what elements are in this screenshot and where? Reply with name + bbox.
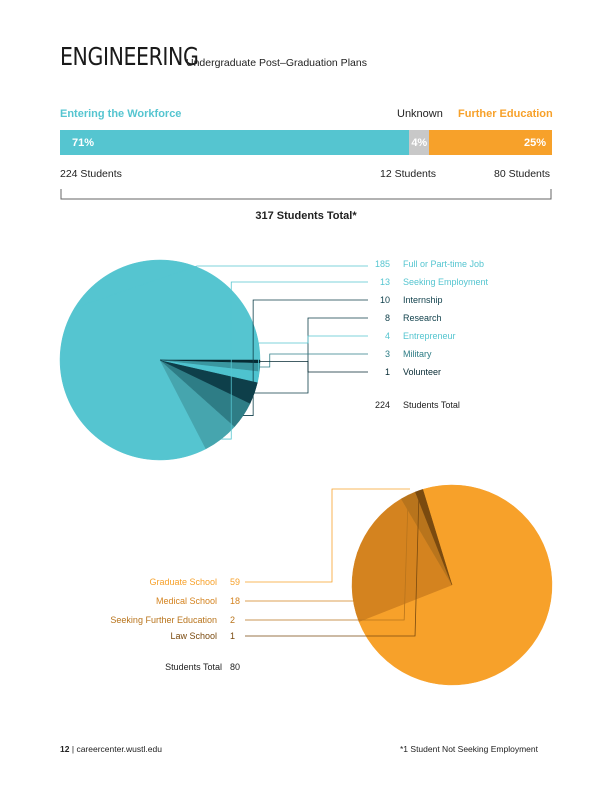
leader-line bbox=[258, 335, 368, 377]
leader-line bbox=[245, 490, 420, 637]
legend-value: 13 bbox=[380, 277, 390, 287]
page-footer: 12 | careercenter.wustl.edu bbox=[60, 744, 162, 754]
leader-line bbox=[259, 361, 368, 373]
legend-value: 1 bbox=[385, 367, 390, 377]
bar-label-further: 25% bbox=[523, 137, 546, 149]
leader-line bbox=[243, 299, 368, 416]
footer-separator: | bbox=[71, 744, 75, 754]
legend-label: Volunteer bbox=[403, 367, 441, 377]
unknown-label: Unknown bbox=[397, 108, 443, 120]
legend-total-label: Students Total bbox=[403, 400, 460, 410]
legend-value: 2 bbox=[230, 615, 235, 625]
legend-value: 59 bbox=[230, 577, 240, 587]
legend-value: 4 bbox=[385, 331, 390, 341]
workforce-label: Entering the Workforce bbox=[60, 108, 182, 120]
footer-note: *1 Student Not Seeking Employment bbox=[400, 744, 538, 754]
pie-chart-further-education bbox=[351, 484, 553, 686]
legend-label: Seeking Further Education bbox=[110, 615, 217, 625]
bar-label-unknown: 4% bbox=[411, 137, 428, 149]
legend-value: 8 bbox=[385, 313, 390, 323]
legend-label: Full or Part-time Job bbox=[403, 259, 484, 269]
legend-label: Research bbox=[403, 313, 442, 323]
legend-value: 3 bbox=[385, 349, 390, 359]
leader-line bbox=[245, 552, 358, 602]
legend-label: Graduate School bbox=[149, 577, 217, 587]
bar-label-workforce: 71% bbox=[72, 137, 95, 149]
legend-total-label: Students Total bbox=[165, 662, 222, 672]
legend-value: 185 bbox=[375, 259, 390, 269]
leader-line bbox=[245, 488, 410, 583]
unknown-count: 12 Students bbox=[380, 168, 437, 180]
bar-segment-unknown: 4% bbox=[409, 130, 429, 155]
legend-value: 1 bbox=[230, 631, 235, 641]
legend-label: Seeking Employment bbox=[403, 277, 489, 287]
legend-label: Law School bbox=[170, 631, 217, 641]
leader-line bbox=[245, 495, 409, 621]
leader-line bbox=[254, 317, 368, 394]
pie-slice-graduate-school bbox=[358, 484, 553, 686]
further-label: Further Education bbox=[458, 108, 553, 120]
leader-line bbox=[259, 353, 368, 368]
pie-chart-workforce bbox=[59, 259, 261, 461]
students-total: 317 Students Total* bbox=[255, 210, 357, 222]
legend-label: Military bbox=[403, 349, 432, 359]
legend-total-value: 224 bbox=[375, 400, 390, 410]
workforce-count: 224 Students bbox=[60, 168, 122, 180]
footer-site: careercenter.wustl.edu bbox=[76, 744, 162, 754]
legend-label: Internship bbox=[403, 295, 443, 305]
bar-segment-workforce: 71% bbox=[60, 130, 410, 155]
legend-total-value: 80 bbox=[230, 662, 240, 672]
leader-line bbox=[74, 265, 368, 309]
page-title: ENGINEERING bbox=[60, 42, 199, 71]
page-subtitle: Undergraduate Post–Graduation Plans bbox=[186, 57, 367, 69]
page-number: 12 bbox=[60, 744, 70, 754]
leader-line bbox=[221, 281, 368, 440]
legend-label: Medical School bbox=[156, 596, 217, 606]
bar-segment-further: 25% bbox=[429, 130, 552, 155]
legend-value: 10 bbox=[380, 295, 390, 305]
legend-label: Entrepreneur bbox=[403, 331, 456, 341]
pie-legend-further-education: Graduate School 59 Medical School 18 Seeking… bbox=[110, 488, 420, 672]
further-count: 80 Students bbox=[494, 168, 551, 180]
legend-value: 18 bbox=[230, 596, 240, 606]
